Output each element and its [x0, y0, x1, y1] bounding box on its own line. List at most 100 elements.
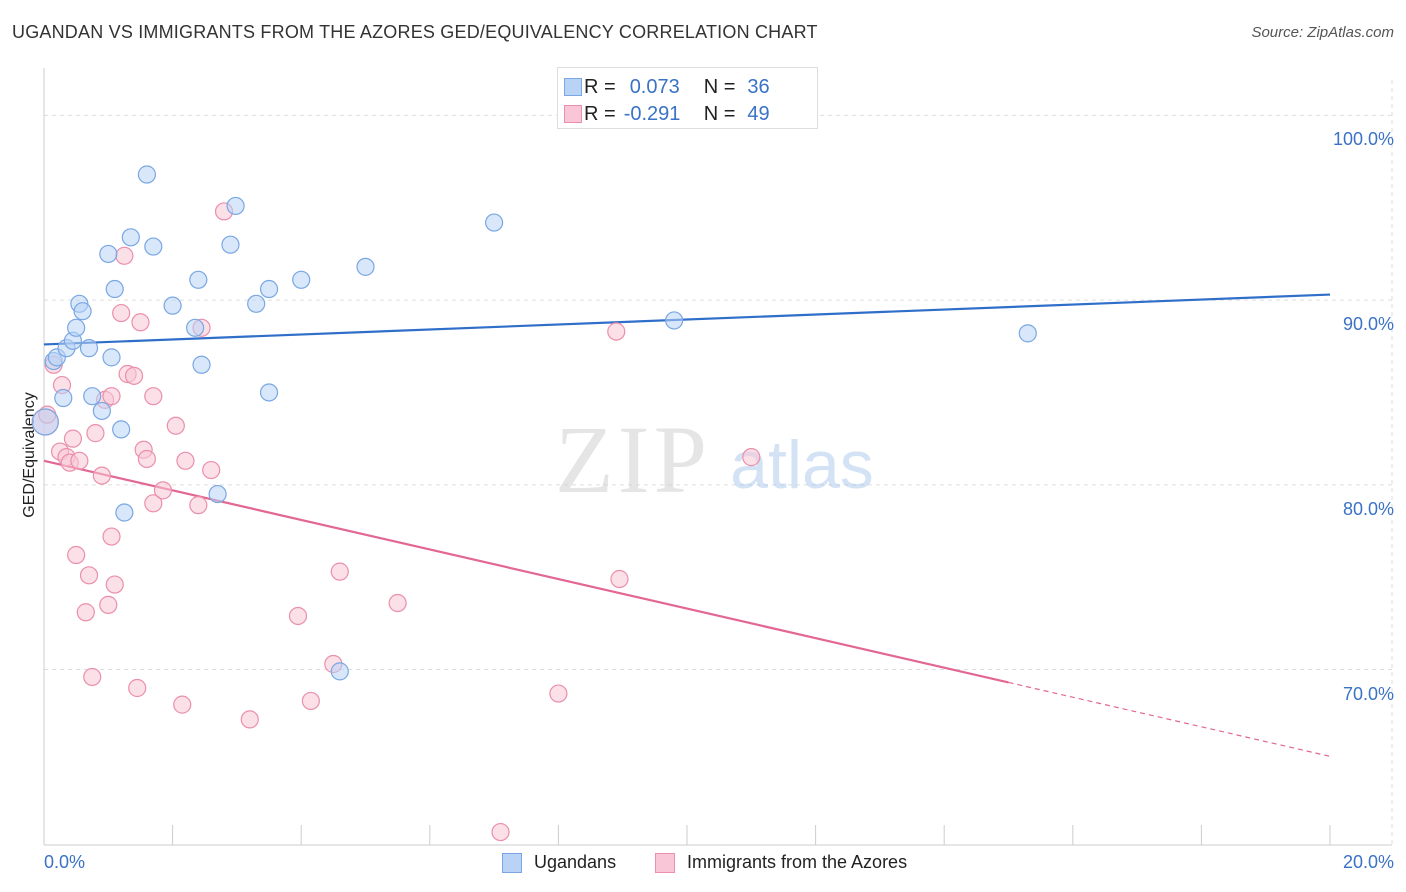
ugandans-point — [330, 662, 349, 681]
azores-point — [388, 593, 407, 613]
grid-lines — [44, 80, 1393, 845]
azores-point — [92, 466, 111, 485]
ugandans-point — [186, 318, 205, 337]
azores-point — [144, 387, 163, 406]
chart-title: UGANDAN VS IMMIGRANTS FROM THE AZORES GE… — [12, 22, 818, 42]
ugandans-point — [1018, 324, 1037, 343]
legend-label-azores: Immigrants from the Azores — [687, 852, 908, 872]
azores-point — [153, 481, 173, 500]
azores-point — [67, 545, 86, 565]
azores-point — [70, 451, 89, 470]
series-azores-points — [31, 202, 761, 842]
r-value: -0.291 — [623, 102, 681, 125]
y-tick-label: 90.0% — [1342, 314, 1394, 335]
series-legend: Ugandans Immigrants from the Azores — [0, 852, 1406, 878]
azores-point — [112, 303, 131, 323]
legend-swatch-blue — [502, 852, 522, 873]
n-label: N = — [703, 75, 736, 98]
ugandans-point — [144, 237, 163, 256]
azores-point — [607, 322, 626, 341]
axes — [43, 68, 1392, 846]
watermark: ZIP atlas — [555, 406, 874, 513]
azores-point — [189, 496, 208, 515]
azores-point — [144, 494, 163, 513]
x-tick-label-max: 20.0% — [1342, 852, 1394, 872]
azores-point — [610, 569, 629, 589]
series-ugandans-points — [31, 165, 1037, 681]
azores-point — [63, 429, 83, 448]
legend-item-azores: Immigrants from the Azores — [655, 852, 907, 873]
azores-point — [301, 691, 320, 711]
azores-point — [549, 684, 568, 703]
y-tick-label: 100.0% — [1332, 129, 1394, 150]
legend-swatch-blue — [564, 78, 582, 96]
ugandans-point — [73, 302, 92, 321]
ugandans-point — [247, 294, 266, 313]
ugandans-point — [31, 408, 59, 436]
r-label: R = — [584, 102, 616, 125]
ugandans-point — [226, 196, 245, 216]
ugandans-point — [105, 279, 124, 299]
legend-row-ugandans: R = 0.073 N = 36 — [564, 75, 770, 99]
trendline-azores — [43, 459, 1009, 684]
correlation-legend: R = 0.073 N = 36 R = -0.291 N = 49 — [557, 67, 818, 129]
azores-point — [166, 416, 185, 435]
r-value: 0.073 — [629, 75, 680, 98]
ugandans-point — [92, 401, 111, 421]
azores-point — [491, 822, 510, 842]
legend-swatch-pink — [564, 105, 582, 123]
azores-point — [173, 695, 192, 714]
azores-point — [83, 667, 102, 687]
ugandans-point — [221, 235, 240, 254]
trendlines — [43, 293, 1331, 757]
ugandans-point — [485, 213, 504, 232]
ugandans-point — [356, 257, 375, 276]
ugandans-point — [102, 348, 121, 367]
ugandans-point — [54, 388, 73, 408]
ugandans-point — [259, 279, 279, 299]
ugandans-point — [83, 387, 102, 406]
azores-point — [102, 387, 121, 406]
azores-point — [102, 527, 121, 546]
azores-point — [742, 448, 761, 467]
legend-row-azores: R = -0.291 N = 49 — [564, 102, 770, 126]
n-value: 36 — [747, 75, 770, 98]
ugandans-point — [137, 165, 156, 184]
azores-point — [131, 313, 150, 332]
azores-point — [105, 575, 124, 594]
ugandans-point — [208, 484, 227, 504]
ugandans-point — [121, 228, 140, 247]
ugandans-point — [192, 355, 211, 374]
azores-point — [79, 566, 99, 585]
azores-point — [76, 603, 95, 622]
azores-point — [86, 424, 105, 443]
source-note: Source: ZipAtlas.com — [1251, 24, 1394, 41]
azores-point — [176, 451, 195, 470]
azores-point — [330, 562, 349, 581]
azores-point — [124, 366, 144, 385]
ugandans-point — [99, 244, 118, 264]
trendline-ugandans — [43, 293, 1331, 346]
azores-point — [128, 678, 147, 698]
azores-point — [137, 449, 156, 469]
azores-point — [99, 595, 118, 614]
azores-point — [115, 246, 134, 265]
legend-swatch-pink — [655, 852, 675, 873]
ugandans-point — [115, 503, 134, 522]
legend-item-ugandans: Ugandans — [502, 852, 616, 873]
x-tick-label-min: 0.0% — [44, 852, 86, 872]
ugandans-point — [112, 420, 131, 439]
ugandans-point — [189, 270, 208, 289]
ugandans-point — [292, 270, 311, 289]
trendline-azores-extension — [1008, 681, 1331, 757]
y-tick-label: 70.0% — [1342, 683, 1394, 704]
azores-point — [240, 710, 259, 729]
r-label: R = — [584, 75, 616, 98]
azores-point — [202, 460, 221, 480]
ugandans-point — [79, 339, 99, 358]
ugandans-point — [67, 318, 86, 337]
legend-label-ugandans: Ugandans — [534, 852, 617, 872]
watermark-zip: ZIP — [555, 406, 711, 513]
ugandans-point — [665, 311, 684, 330]
